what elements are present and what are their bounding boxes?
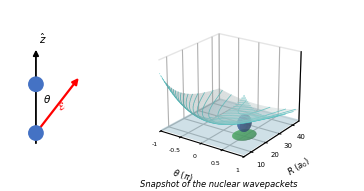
Text: Snapshot of the nuclear wavepackets: Snapshot of the nuclear wavepackets xyxy=(140,180,297,189)
Circle shape xyxy=(29,126,43,140)
Text: $\theta$: $\theta$ xyxy=(43,93,51,105)
X-axis label: $\theta\ (\pi)$: $\theta\ (\pi)$ xyxy=(171,166,195,184)
Circle shape xyxy=(29,77,43,91)
Text: $\hat{z}$: $\hat{z}$ xyxy=(39,31,47,45)
Y-axis label: $R\ (a_0)$: $R\ (a_0)$ xyxy=(285,155,313,180)
Text: $\mathcal{E}$: $\mathcal{E}$ xyxy=(55,99,68,113)
